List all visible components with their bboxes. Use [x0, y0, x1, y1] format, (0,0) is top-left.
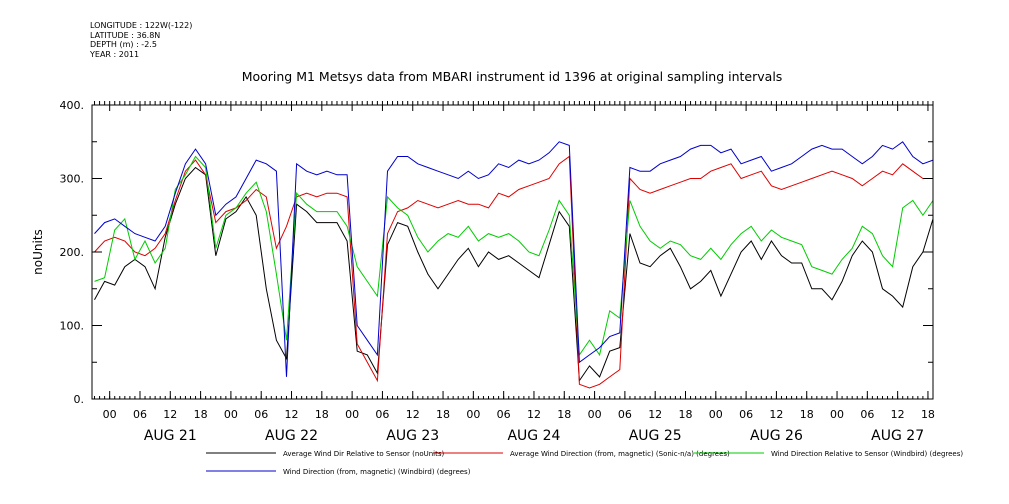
- x-tick-label: 00: [224, 408, 238, 421]
- x-day-label: AUG 26: [750, 428, 803, 444]
- x-tick-label: 18: [678, 408, 692, 421]
- x-tick-label: 12: [163, 408, 177, 421]
- x-tick-label: 00: [709, 408, 723, 421]
- x-tick-label: 18: [557, 408, 571, 421]
- legend-label-1: Average Wind Dir Relative to Sensor (noU…: [283, 450, 444, 458]
- x-tick-label: 00: [588, 408, 602, 421]
- x-tick-label: 06: [254, 408, 268, 421]
- x-day-label: AUG 25: [629, 428, 682, 444]
- x-tick-label: 06: [618, 408, 632, 421]
- legend: Average Wind Dir Relative to Sensor (noU…: [206, 450, 963, 476]
- x-day-label: AUG 21: [144, 428, 197, 444]
- y-tick-label: 100.: [60, 320, 85, 333]
- x-tick-label: 18: [436, 408, 450, 421]
- x-tick-label: 12: [769, 408, 783, 421]
- metadata-block: LONGITUDE : 122W(-122) LATITUDE : 36.8N …: [90, 21, 192, 59]
- x-tick-label: 12: [527, 408, 541, 421]
- x-tick-label: 00: [345, 408, 359, 421]
- series-layer: [94, 141, 934, 389]
- y-tick-label: 200.: [60, 246, 85, 259]
- axes-layer: 0. 100. 200. 300. 400. 00 06 12 18 00 06 12 18 00 06 12…: [60, 99, 935, 444]
- x-tick-label: 06: [739, 408, 753, 421]
- plot-frame: [91, 104, 934, 400]
- x-tick-label: 18: [194, 408, 208, 421]
- y-tick-label: 300.: [60, 173, 85, 186]
- series-line-3: [94, 155, 934, 357]
- x-tick-label: 18: [921, 408, 935, 421]
- x-day-label: AUG 27: [871, 428, 924, 444]
- legend-label-3: Wind Direction Relative to Sensor (Windb…: [771, 450, 963, 458]
- x-tick-label: 00: [103, 408, 117, 421]
- x-tick-label: 12: [891, 408, 905, 421]
- meta-depth: DEPTH (m) : -2.5: [90, 40, 157, 49]
- x-day-label: AUG 24: [507, 428, 560, 444]
- series-line-4: [94, 141, 934, 377]
- x-tick-label: 12: [285, 408, 299, 421]
- x-tick-label: 12: [648, 408, 662, 421]
- x-tick-label: 06: [497, 408, 511, 421]
- x-tick-label: 00: [830, 408, 844, 421]
- x-day-label: AUG 22: [265, 428, 318, 444]
- legend-label-4: Wind Direction (from, magnetic) (Windbir…: [283, 468, 471, 476]
- series-line-1: [94, 166, 934, 383]
- x-day-label: AUG 23: [386, 428, 439, 444]
- y-tick-label: 0.: [74, 393, 85, 406]
- x-tick-label: 00: [466, 408, 480, 421]
- x-tick-label: 06: [133, 408, 147, 421]
- y-axis-label: noUnits: [31, 229, 45, 275]
- series-line-2: [94, 155, 933, 389]
- x-tick-label: 06: [860, 408, 874, 421]
- x-tick-label: 18: [800, 408, 814, 421]
- x-tick-label: 12: [406, 408, 420, 421]
- meta-longitude: LONGITUDE : 122W(-122): [90, 21, 193, 30]
- x-tick-label: 18: [315, 408, 329, 421]
- meta-year: YEAR : 2011: [90, 49, 140, 59]
- chart-title: Mooring M1 Metsys data from MBARI instru…: [242, 69, 783, 84]
- legend-label-2: Average Wind Direction (from, magnetic) …: [510, 450, 730, 458]
- y-tick-label: 400.: [60, 99, 85, 112]
- meta-latitude: LATITUDE : 36.8N: [90, 30, 161, 40]
- x-tick-label: 06: [375, 408, 389, 421]
